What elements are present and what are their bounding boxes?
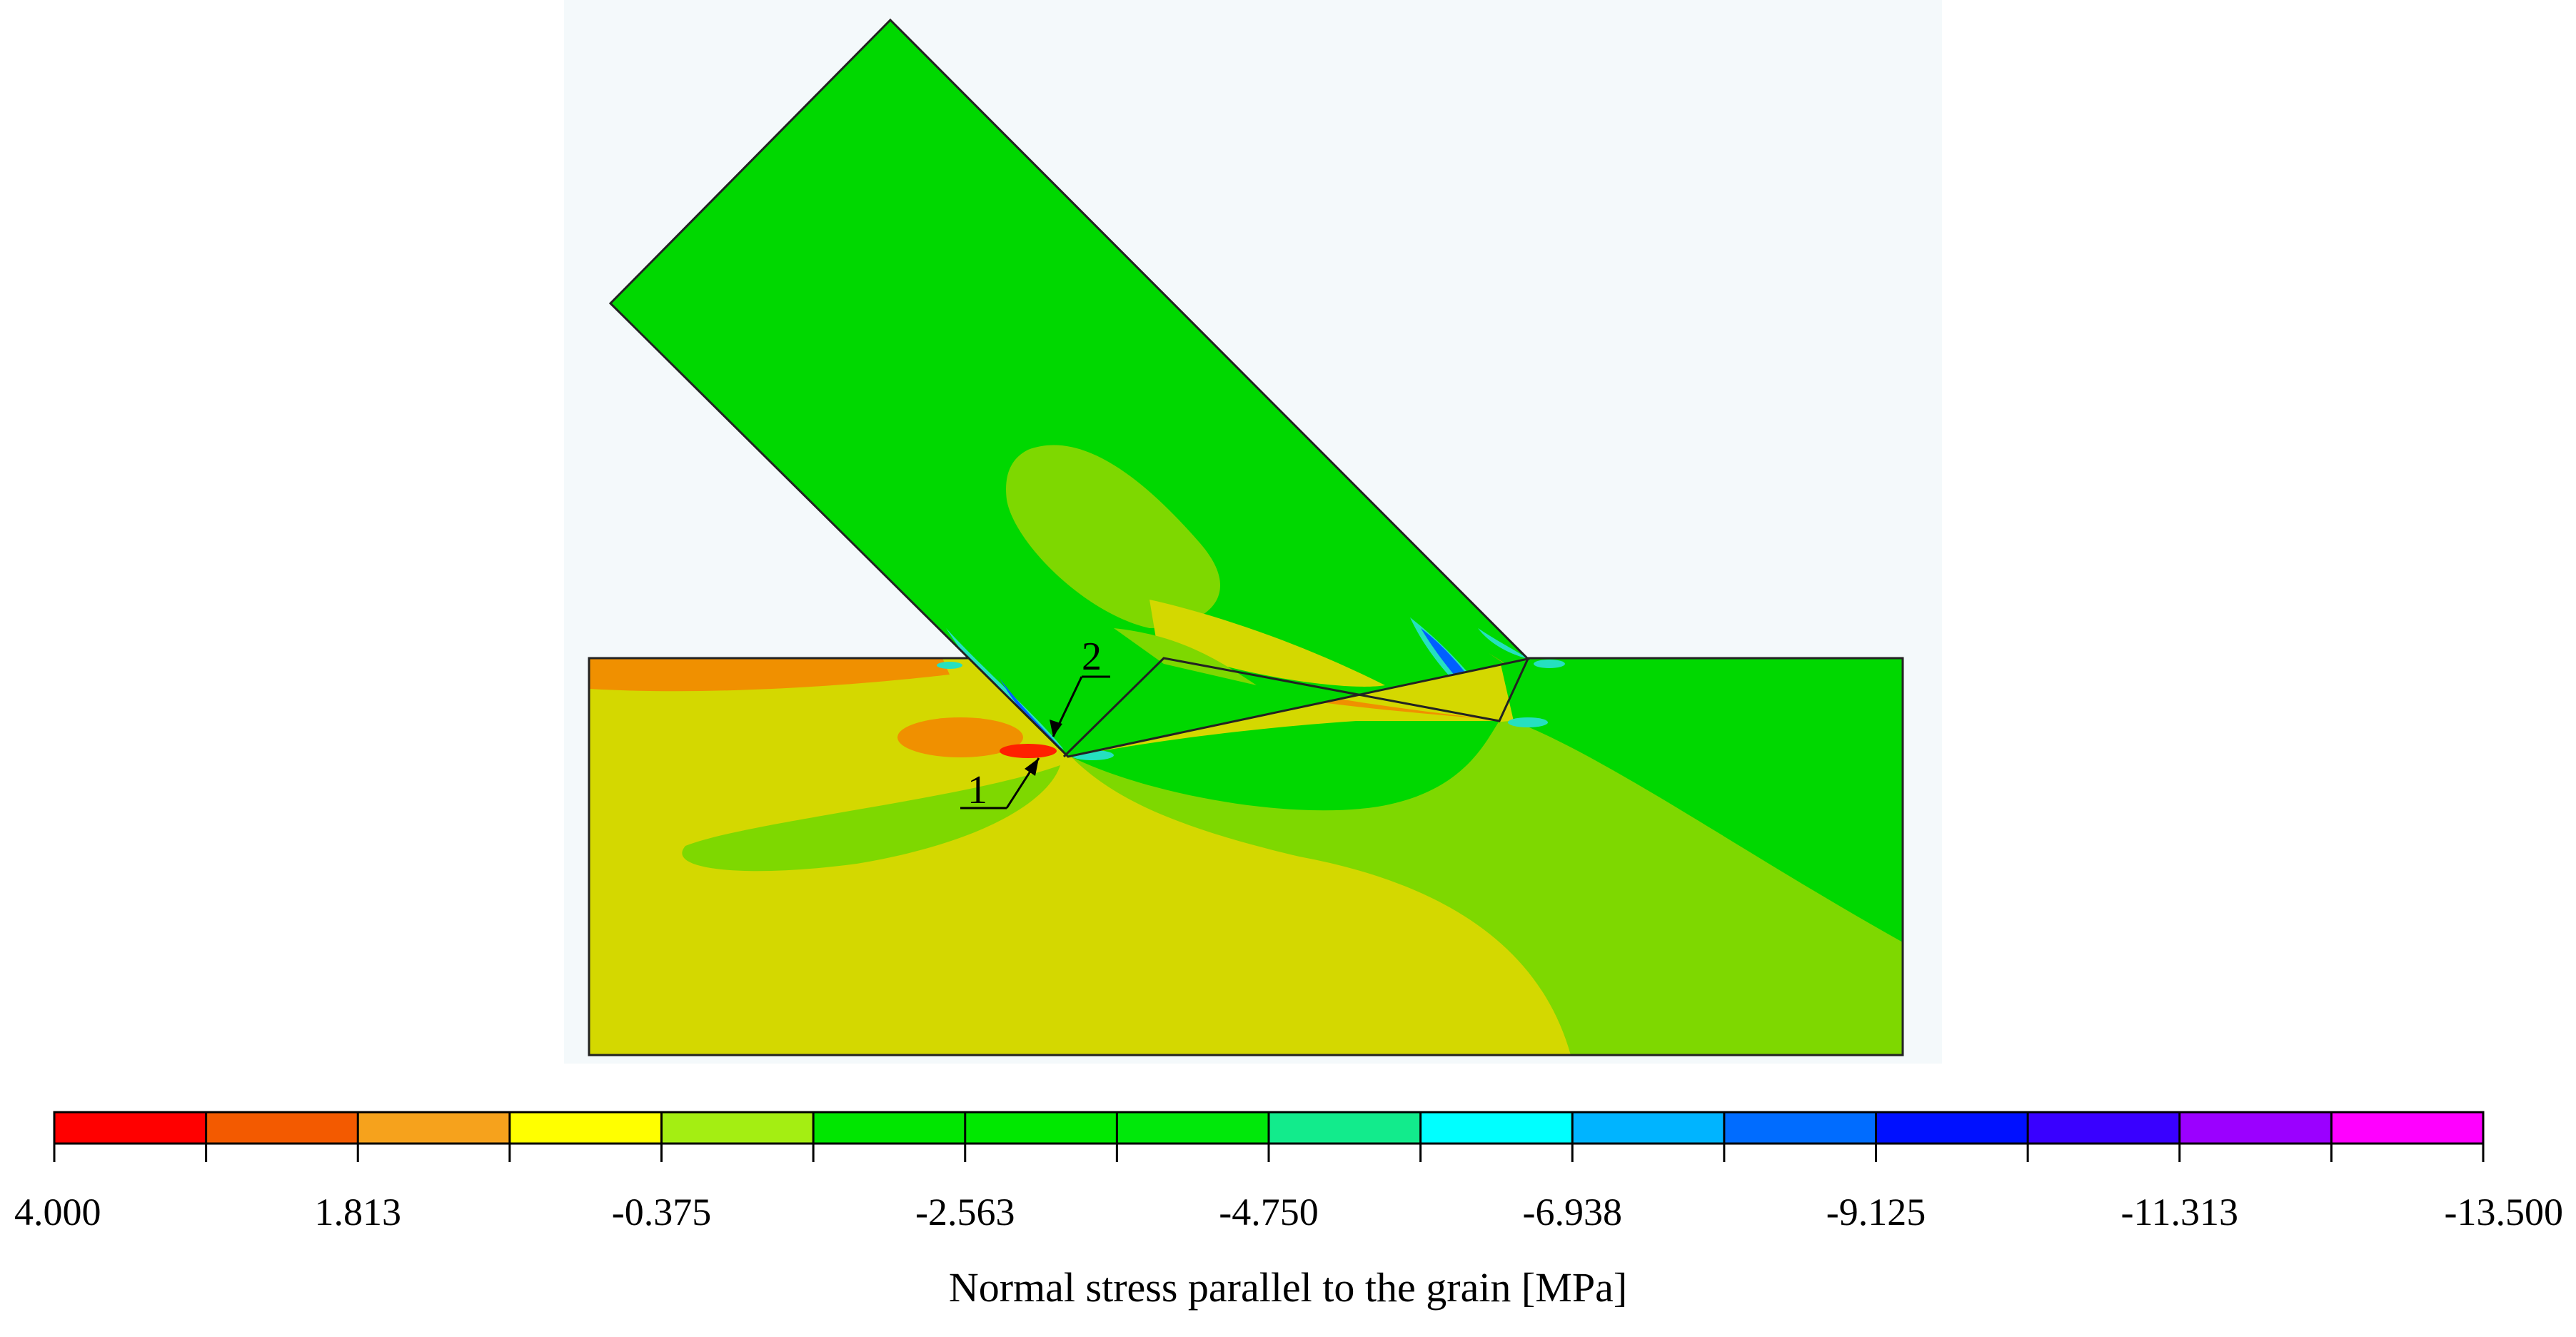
colorbar-tick-label: 4.000 [14,1191,101,1233]
colorbar-band [2028,1112,2180,1144]
colorbar-tick-label: -9.125 [1826,1191,1926,1233]
notch-contact-line [1062,657,1529,758]
colorbar-band [206,1112,358,1144]
colorbar-tick-label: -6.938 [1523,1191,1622,1233]
colorbar-band [2179,1112,2332,1144]
inclined-member-outline [608,18,1531,758]
colorbar-band [358,1112,510,1144]
colorbar-band [54,1112,207,1144]
colorbar-band [661,1112,814,1144]
colorbar-tick-label: 1.813 [315,1191,402,1233]
colorbar-tick-label: -11.313 [2121,1191,2238,1233]
colorbar-band [1876,1112,2028,1144]
colorbar-bands [54,1112,2484,1144]
colorbar-band [813,1112,966,1144]
colorbar-tick-label: -13.500 [2445,1191,2563,1233]
colorbar-band [1269,1112,1422,1144]
colorbar-band [1117,1112,1269,1144]
marker-2: 2 [1050,635,1110,737]
marker-1-label: 1 [967,768,987,812]
colorbar-band [2331,1112,2484,1144]
colorbar-tick-label: -4.750 [1219,1191,1318,1233]
colorbar-band [965,1112,1117,1144]
colorbar-ticks [53,1112,2485,1162]
colorbar-tick-label: -0.375 [612,1191,711,1233]
inclined-member [610,20,1528,757]
marker-1: 1 [960,757,1040,812]
colorbar: 4.000 1.813 -0.375 -2.563 -4.750 -6.938 -9.125… [14,1111,2563,1311]
colorbar-band [1420,1112,1573,1144]
colorbar-band [1724,1112,1876,1144]
base-member [589,658,1903,1055]
colorbar-tick-labels: 4.000 1.813 -0.375 -2.563 -4.750 -6.938 -9.125… [14,1191,2563,1233]
colorbar-axis-label: Normal stress parallel to the grain [MPa… [949,1264,1627,1311]
colorbar-band [509,1112,662,1144]
marker-2-label: 2 [1082,635,1102,679]
colorbar-band [1572,1112,1725,1144]
colorbar-tick-label: -2.563 [915,1191,1015,1233]
